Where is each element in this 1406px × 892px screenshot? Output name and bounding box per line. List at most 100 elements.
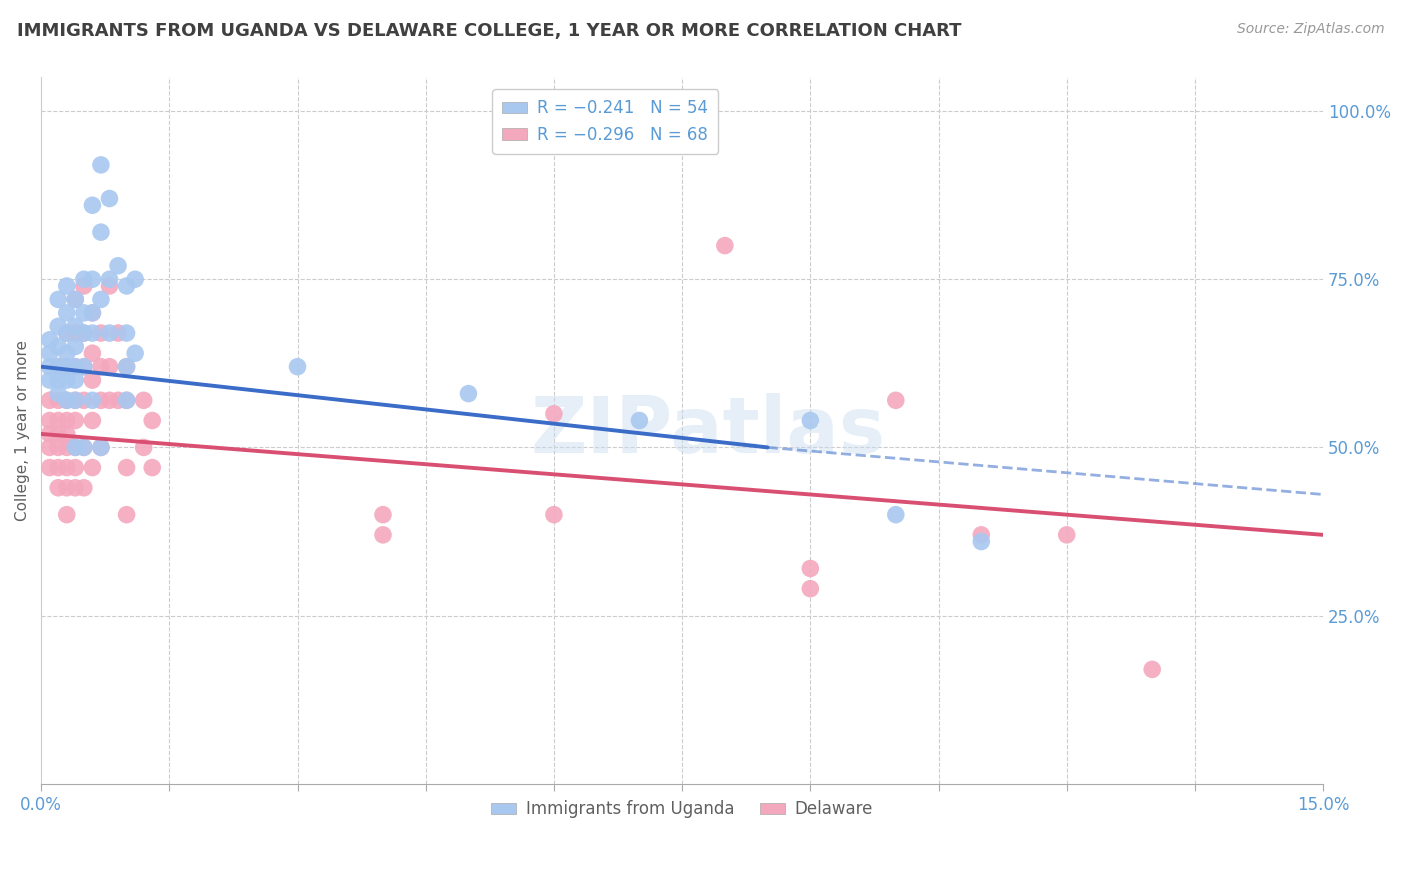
Point — [38, 333, 60, 347]
Point — [55, 359, 77, 374]
Point — [115, 508, 138, 522]
Point — [82, 460, 104, 475]
Point — [73, 393, 96, 408]
Point — [799, 582, 821, 596]
Point — [65, 293, 87, 307]
Point — [115, 326, 138, 340]
Point — [73, 359, 96, 374]
Point — [98, 272, 121, 286]
Point — [46, 441, 69, 455]
Point — [55, 306, 77, 320]
Point — [107, 326, 129, 340]
Point — [46, 319, 69, 334]
Point — [884, 393, 907, 408]
Point — [46, 426, 69, 441]
Point — [65, 441, 87, 455]
Point — [90, 441, 112, 455]
Point — [90, 225, 112, 239]
Point — [65, 441, 87, 455]
Point — [73, 272, 96, 286]
Point — [90, 441, 112, 455]
Point — [55, 481, 77, 495]
Point — [82, 413, 104, 427]
Point — [82, 346, 104, 360]
Point — [628, 413, 651, 427]
Point — [55, 359, 77, 374]
Point — [55, 393, 77, 408]
Point — [82, 198, 104, 212]
Point — [73, 359, 96, 374]
Point — [55, 279, 77, 293]
Point — [65, 326, 87, 340]
Point — [38, 346, 60, 360]
Point — [115, 359, 138, 374]
Point — [46, 393, 69, 408]
Point — [98, 393, 121, 408]
Point — [65, 393, 87, 408]
Point — [55, 426, 77, 441]
Point — [115, 460, 138, 475]
Text: Source: ZipAtlas.com: Source: ZipAtlas.com — [1237, 22, 1385, 37]
Point — [124, 272, 146, 286]
Point — [55, 508, 77, 522]
Point — [55, 373, 77, 387]
Point — [543, 407, 565, 421]
Y-axis label: College, 1 year or more: College, 1 year or more — [15, 340, 30, 521]
Text: ZIPatlas: ZIPatlas — [530, 392, 886, 468]
Point — [714, 238, 737, 252]
Point — [141, 460, 163, 475]
Point — [46, 359, 69, 374]
Point — [371, 508, 394, 522]
Point — [90, 158, 112, 172]
Point — [55, 441, 77, 455]
Point — [46, 293, 69, 307]
Point — [98, 359, 121, 374]
Point — [65, 393, 87, 408]
Text: IMMIGRANTS FROM UGANDA VS DELAWARE COLLEGE, 1 YEAR OR MORE CORRELATION CHART: IMMIGRANTS FROM UGANDA VS DELAWARE COLLE… — [17, 22, 962, 40]
Point — [46, 481, 69, 495]
Point — [55, 413, 77, 427]
Point — [38, 359, 60, 374]
Point — [1056, 528, 1078, 542]
Point — [65, 359, 87, 374]
Point — [115, 359, 138, 374]
Point — [65, 339, 87, 353]
Point — [38, 441, 60, 455]
Point — [46, 460, 69, 475]
Point — [82, 306, 104, 320]
Point — [55, 460, 77, 475]
Point — [65, 481, 87, 495]
Point — [90, 326, 112, 340]
Point — [90, 359, 112, 374]
Point — [141, 413, 163, 427]
Point — [82, 306, 104, 320]
Point — [82, 326, 104, 340]
Point — [73, 326, 96, 340]
Point — [73, 279, 96, 293]
Point — [799, 561, 821, 575]
Point — [73, 326, 96, 340]
Point — [90, 393, 112, 408]
Point — [107, 393, 129, 408]
Point — [65, 319, 87, 334]
Point — [55, 346, 77, 360]
Point — [799, 413, 821, 427]
Point — [65, 413, 87, 427]
Point — [73, 306, 96, 320]
Point — [132, 441, 155, 455]
Point — [38, 460, 60, 475]
Point — [970, 528, 993, 542]
Point — [46, 373, 69, 387]
Point — [55, 326, 77, 340]
Point — [38, 393, 60, 408]
Point — [115, 279, 138, 293]
Point — [46, 339, 69, 353]
Point — [38, 373, 60, 387]
Point — [65, 460, 87, 475]
Point — [55, 326, 77, 340]
Legend: Immigrants from Uganda, Delaware: Immigrants from Uganda, Delaware — [485, 794, 880, 825]
Point — [65, 359, 87, 374]
Point — [65, 293, 87, 307]
Point — [46, 386, 69, 401]
Point — [98, 326, 121, 340]
